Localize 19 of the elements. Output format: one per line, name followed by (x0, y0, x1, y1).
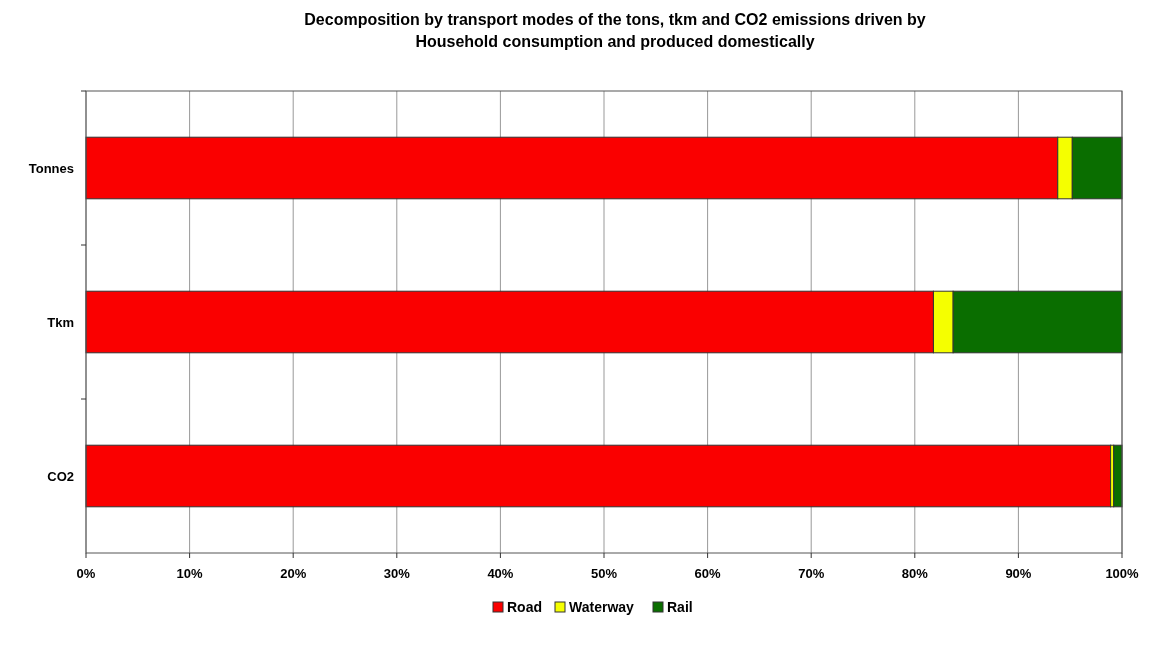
x-tick-label: 40% (487, 566, 514, 581)
x-tick-label: 80% (901, 566, 929, 581)
legend-label: Rail (667, 599, 693, 615)
y-tick-label: Tonnes (28, 161, 74, 176)
y-tick-label: Tkm (47, 315, 74, 330)
x-tick-label: 60% (694, 566, 722, 581)
x-tick-label: 0% (76, 566, 96, 581)
legend-label: Road (507, 599, 542, 615)
x-tick-label: 70% (798, 566, 825, 581)
x-tick-label: 10% (176, 566, 204, 581)
x-tick-label: 100% (1105, 566, 1140, 581)
chart-title: Decomposition by transport modes of the tons, tkm and CO2 emissions driven by Household consumption and produced domestically (304, 11, 926, 50)
bar (85, 444, 1112, 508)
x-tick-label: 30% (383, 566, 411, 581)
x-tick-label: 50% (590, 566, 618, 581)
y-tick-label: CO2 (47, 469, 74, 484)
x-tick-label: 20% (280, 566, 307, 581)
x-tick-label: 90% (1005, 566, 1032, 581)
legend-label: Waterway (569, 599, 635, 615)
